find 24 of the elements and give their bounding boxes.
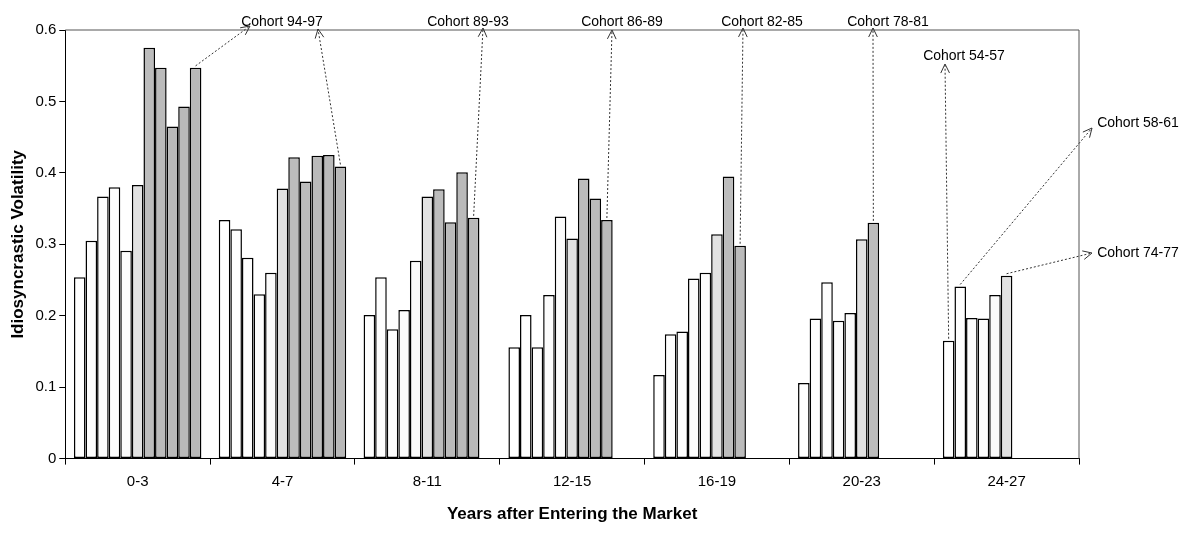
y-tick-label: 0.1 (35, 377, 57, 395)
y-tick-label: 0 (47, 448, 57, 466)
text: Cohort 74-77 (1097, 243, 1180, 260)
x-tick-label: 4-7 (271, 471, 294, 489)
x-tick-label: 20-23 (842, 471, 881, 489)
x-tick-label: 8-11 (412, 471, 442, 489)
y-tick-label: 0.5 (35, 91, 57, 109)
y-tick-label: 0.6 (35, 20, 57, 38)
y-tick-label: 0.4 (35, 163, 57, 181)
y-tick-label: 0.2 (35, 305, 57, 323)
text: Cohort 89-93 (427, 12, 510, 29)
y-axis-title: Idiosyncrastic Volatility (7, 149, 27, 339)
text: Cohort 58-61 (1097, 113, 1180, 130)
y-tick-label: 0.3 (35, 234, 57, 252)
x-tick-label: 12-15 (552, 471, 592, 489)
text: Cohort 94-97 (241, 12, 324, 29)
text: Cohort 54-57 (923, 46, 1006, 63)
x-tick-label: 24-27 (987, 471, 1026, 489)
text: Cohort 78-81 (847, 12, 930, 29)
x-tick-label: 16-19 (697, 471, 737, 489)
x-tick-label: 0-3 (126, 471, 149, 489)
x-axis-title: Years after Entering the Market (446, 504, 698, 524)
text: Cohort 86-89 (581, 12, 664, 29)
text: Cohort 82-85 (721, 12, 804, 29)
